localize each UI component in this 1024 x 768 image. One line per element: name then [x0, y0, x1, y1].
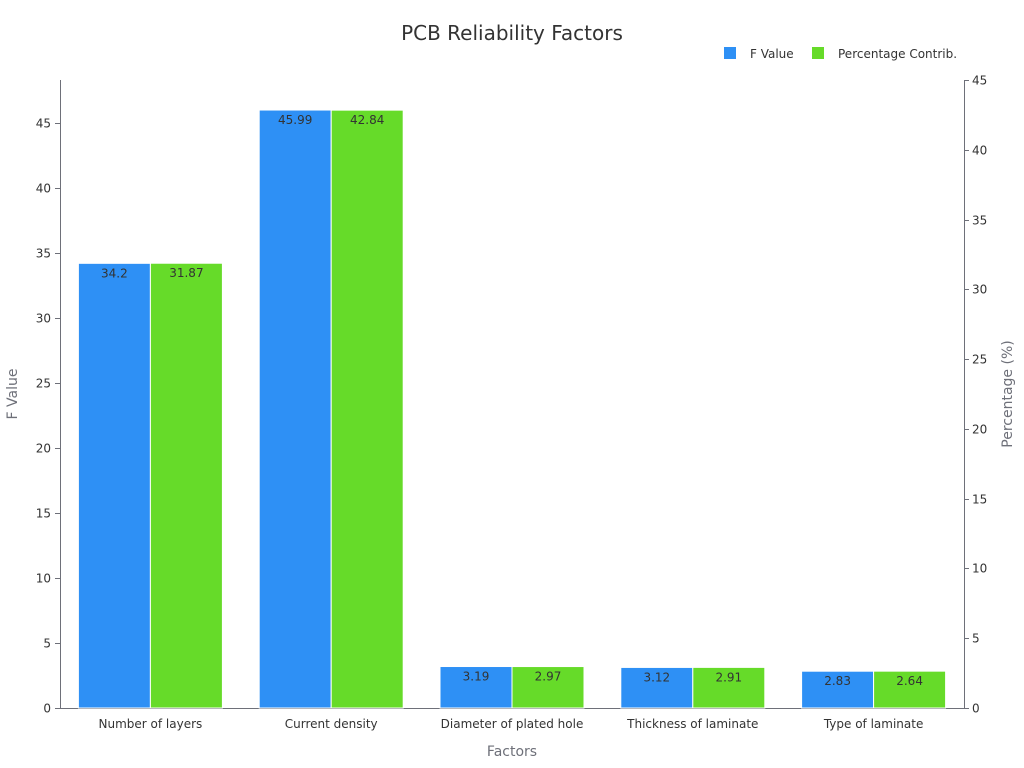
left-y-tick-label: 30 — [36, 312, 51, 326]
bar-value-label: 2.97 — [535, 670, 562, 684]
left-y-tick-label: 35 — [36, 247, 51, 261]
bar-value-label: 45.99 — [278, 113, 312, 127]
left-y-tick-label: 5 — [43, 637, 51, 651]
right-y-tick-label: 5 — [972, 632, 980, 646]
x-axis-title: Factors — [487, 744, 537, 760]
x-tick-label: Thickness of laminate — [626, 717, 758, 731]
right-y-tick-label: 0 — [972, 702, 980, 716]
left-y-tick-label: 20 — [36, 442, 51, 456]
bar-fvalue — [77, 262, 151, 709]
bar-fvalue — [258, 109, 332, 709]
chart-title: PCB Reliability Factors — [401, 21, 623, 45]
bar-fvalue — [801, 670, 875, 709]
legend: F Value Percentage Contrib. — [724, 47, 957, 61]
bar-value-label: 3.19 — [463, 670, 490, 684]
bar-percentage — [149, 262, 223, 709]
right-y-tick-label: 35 — [972, 214, 987, 228]
x-tick-label: Type of laminate — [823, 717, 924, 731]
left-y-ticks: 0 5 10 15 20 25 30 35 40 45 — [36, 117, 60, 716]
bars — [77, 109, 947, 709]
legend-label-percentage: Percentage Contrib. — [838, 47, 957, 61]
right-y-tick-label: 10 — [972, 562, 987, 576]
x-tick-label: Current density — [285, 717, 378, 731]
left-y-tick-label: 40 — [36, 182, 51, 196]
right-y-tick-label: 40 — [972, 144, 987, 158]
left-y-tick-label: 0 — [43, 702, 51, 716]
right-y-ticks: 0 5 10 15 20 25 30 35 40 45 — [964, 74, 987, 716]
bar-fvalue — [620, 666, 694, 709]
left-y-tick-label: 45 — [36, 117, 51, 131]
bar-labels: 34.2 31.87 45.99 42.84 3.19 2.97 3.12 2.91 2.83 2… — [101, 113, 923, 688]
left-y-tick-label: 15 — [36, 507, 51, 521]
bar-percentage — [692, 666, 766, 709]
x-tick-label: Diameter of plated hole — [441, 717, 584, 731]
bar-value-label: 2.83 — [824, 674, 851, 688]
left-y-tick-label: 10 — [36, 572, 51, 586]
left-y-axis-title: F Value — [5, 369, 21, 420]
legend-swatch-fvalue — [724, 47, 736, 59]
x-ticks: Number of layers Current density Diameter … — [99, 717, 924, 731]
bar-percentage — [873, 670, 947, 709]
bar-value-label: 3.12 — [643, 670, 670, 684]
right-y-tick-label: 20 — [972, 423, 987, 437]
right-y-tick-label: 25 — [972, 353, 987, 367]
bar-fvalue — [439, 666, 513, 709]
bar-value-label: 31.87 — [169, 266, 203, 280]
right-y-tick-label: 30 — [972, 283, 987, 297]
bar-percentage — [330, 109, 404, 709]
legend-swatch-percentage — [812, 47, 824, 59]
x-tick-label: Number of layers — [99, 717, 203, 731]
legend-label-fvalue: F Value — [750, 47, 794, 61]
right-y-axis-title: Percentage (%) — [1000, 340, 1016, 447]
bar-value-label: 34.2 — [101, 266, 128, 280]
left-y-tick-label: 25 — [36, 377, 51, 391]
bar-value-label: 42.84 — [350, 113, 384, 127]
bar-value-label: 2.64 — [896, 674, 923, 688]
right-y-tick-label: 45 — [972, 74, 987, 88]
bar-value-label: 2.91 — [715, 670, 742, 684]
bar-percentage — [511, 666, 585, 709]
right-y-tick-label: 15 — [972, 493, 987, 507]
